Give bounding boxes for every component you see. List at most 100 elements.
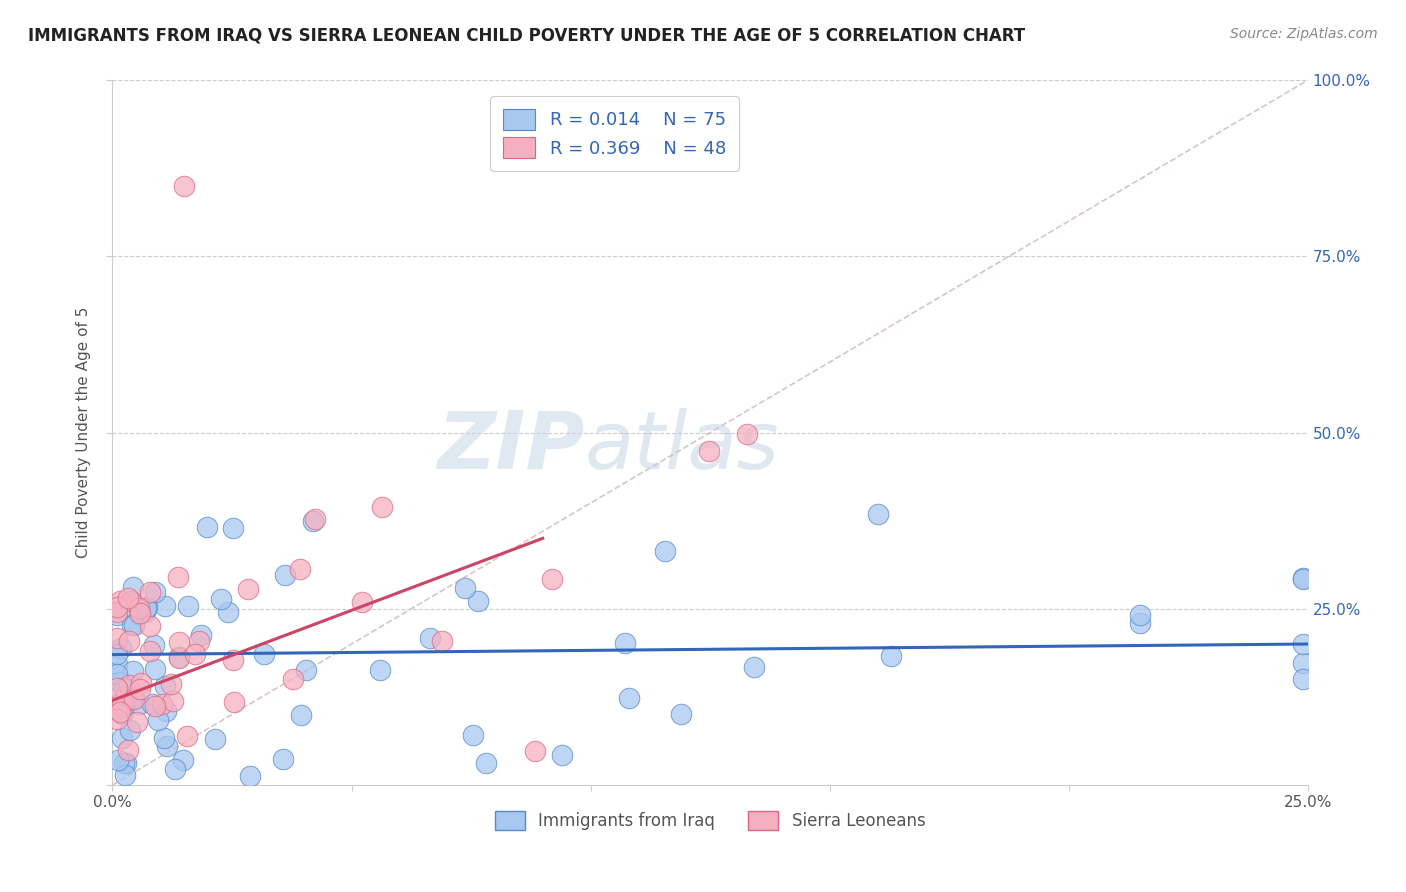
Point	[744, 660, 766, 674]
Point	[111, 706, 134, 721]
Point	[430, 633, 453, 648]
Text: ZIP: ZIP	[437, 408, 585, 486]
Point	[105, 647, 128, 661]
Point	[138, 585, 160, 599]
Point	[271, 752, 294, 766]
Point	[129, 676, 152, 690]
Point	[281, 673, 304, 687]
Point	[114, 690, 136, 704]
Point	[125, 715, 148, 730]
Point	[352, 594, 374, 608]
Point	[222, 695, 245, 709]
Point	[117, 743, 139, 757]
Point	[115, 756, 138, 770]
Point	[222, 521, 245, 535]
Point	[112, 681, 135, 696]
Point	[167, 634, 190, 648]
Point	[114, 767, 136, 781]
Point	[1129, 608, 1152, 623]
Point	[172, 753, 194, 767]
Point	[167, 570, 190, 584]
Point	[143, 699, 166, 714]
Point	[551, 747, 574, 762]
Point	[105, 712, 128, 726]
Point	[195, 520, 218, 534]
Point	[155, 704, 177, 718]
Point	[290, 562, 312, 576]
Point	[190, 628, 212, 642]
Point	[118, 678, 141, 692]
Point	[112, 698, 135, 713]
Point	[105, 666, 128, 681]
Point	[143, 584, 166, 599]
Point	[139, 644, 162, 658]
Point	[105, 607, 128, 622]
Point	[419, 632, 441, 646]
Point	[613, 635, 636, 649]
Point	[142, 638, 165, 652]
Point	[239, 768, 262, 782]
Point	[105, 599, 128, 614]
Point	[136, 600, 159, 615]
Point	[107, 753, 129, 767]
Point	[121, 690, 143, 705]
Point	[105, 631, 128, 645]
Point	[274, 568, 297, 582]
Point	[122, 580, 145, 594]
Point	[735, 427, 758, 442]
Point	[619, 690, 641, 705]
Point	[128, 607, 150, 621]
Point	[111, 698, 134, 712]
Point	[290, 708, 312, 723]
Point	[153, 599, 176, 613]
Point	[118, 634, 141, 648]
Point	[523, 744, 546, 758]
Point	[153, 731, 176, 745]
Point	[110, 705, 132, 719]
Point	[163, 762, 186, 776]
Point	[169, 651, 191, 665]
Legend: Immigrants from Iraq, Sierra Leoneans: Immigrants from Iraq, Sierra Leoneans	[485, 801, 935, 840]
Point	[176, 729, 198, 743]
Point	[1129, 615, 1152, 630]
Point	[238, 582, 260, 596]
Point	[204, 732, 226, 747]
Point	[162, 694, 184, 708]
Point	[122, 691, 145, 706]
Point	[177, 599, 200, 613]
Point	[120, 594, 142, 608]
Point	[128, 697, 150, 711]
Point	[105, 681, 128, 695]
Point	[122, 618, 145, 632]
Point	[1292, 570, 1315, 584]
Point	[221, 653, 243, 667]
Point	[150, 698, 173, 712]
Point	[108, 675, 131, 690]
Y-axis label: Child Poverty Under the Age of 5: Child Poverty Under the Age of 5	[76, 307, 91, 558]
Point	[184, 648, 207, 662]
Point	[143, 662, 166, 676]
Point	[295, 663, 318, 677]
Point	[540, 573, 562, 587]
Point	[253, 648, 276, 662]
Point	[112, 756, 135, 770]
Point	[135, 601, 157, 615]
Point	[128, 600, 150, 615]
Point	[105, 699, 128, 714]
Point	[173, 178, 195, 194]
Point	[153, 680, 176, 694]
Point	[467, 593, 489, 607]
Point	[217, 605, 239, 619]
Point	[129, 682, 152, 697]
Point	[302, 514, 325, 528]
Point	[105, 657, 128, 671]
Point	[117, 591, 139, 605]
Point	[160, 677, 183, 691]
Point	[1292, 657, 1315, 671]
Point	[304, 512, 326, 526]
Point	[1292, 572, 1315, 586]
Point	[188, 634, 211, 648]
Point	[105, 703, 128, 717]
Point	[371, 500, 394, 514]
Point	[654, 543, 676, 558]
